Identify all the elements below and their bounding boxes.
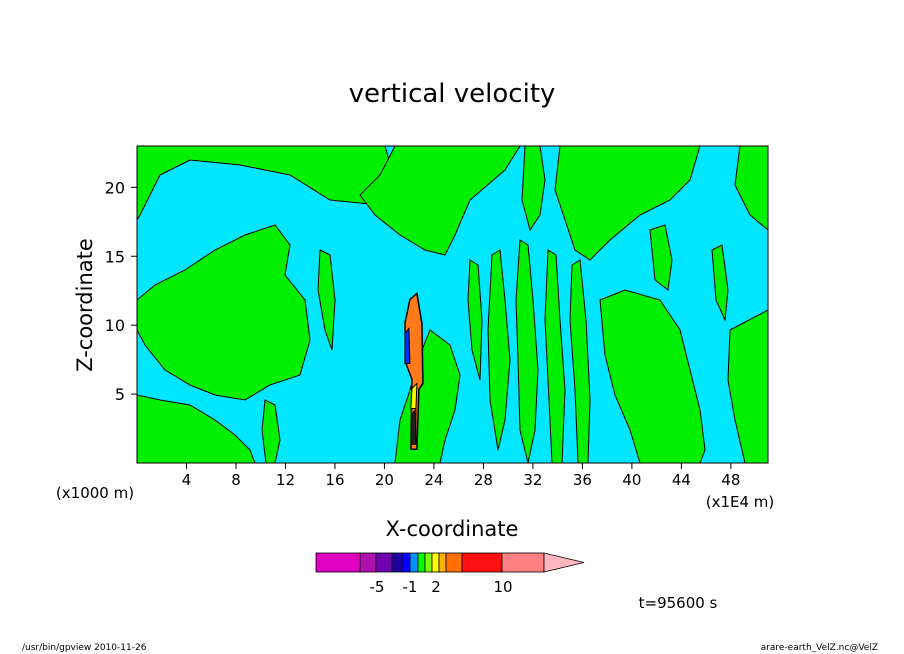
x-tick-label: 40 <box>622 471 641 489</box>
streak-band-4 <box>569 259 591 463</box>
colorbar-tick-label: 2 <box>431 578 441 596</box>
colorbar-cell <box>315 552 361 573</box>
colorbar-cell <box>431 552 440 573</box>
colorbar-cell <box>375 552 393 573</box>
x-tick-label: 44 <box>672 471 691 489</box>
updraft-region-right-lower <box>599 289 706 463</box>
footer-left-text: /usr/bin/gpview 2010-11-26 <box>22 643 147 653</box>
streak-band-8 <box>317 249 336 351</box>
colorbar-tick-label: -5 <box>370 578 385 596</box>
x-tick-label: 24 <box>424 471 443 489</box>
colorbar-cell <box>417 552 426 573</box>
x-tick-label: 28 <box>474 471 493 489</box>
colorbar-cell <box>501 552 545 573</box>
updraft-region-far-right <box>734 146 768 231</box>
colorbar-cell <box>445 552 463 573</box>
x-tick-label: 36 <box>573 471 592 489</box>
streak-band-6 <box>649 224 673 291</box>
x-tick-label: 20 <box>375 471 394 489</box>
y-tick-label: 10 <box>105 316 125 335</box>
streak-band-10 <box>711 244 729 322</box>
x-tick-label: 32 <box>523 471 542 489</box>
x-unit-right-label: (x1E4 m) <box>706 493 775 511</box>
x-tick-label: 8 <box>231 471 241 489</box>
colorbar-tick-label: -1 <box>403 578 418 596</box>
updraft-region-left <box>137 224 311 401</box>
colorbar-extend-arrow <box>543 552 585 573</box>
updraft-region-center-top <box>359 146 521 256</box>
colorbar-cell <box>409 552 419 573</box>
colorbar-cell <box>401 552 411 573</box>
streak-band-1 <box>487 249 511 451</box>
colorbar-tick-labels: -5 -1 2 10 <box>370 578 513 596</box>
y-axis-ticks: 5 10 15 20 <box>105 178 137 404</box>
streak-band-3 <box>544 249 566 463</box>
x-tick-label: 12 <box>276 471 295 489</box>
colorbar-cell <box>359 552 377 573</box>
colorbar-cell <box>461 552 503 573</box>
plot-frame <box>136 145 769 464</box>
streak-band-7 <box>467 259 483 381</box>
streak-band-9 <box>261 399 281 463</box>
core-downdraft-edge <box>404 327 411 364</box>
colorbar-cell <box>438 552 447 573</box>
y-tick-label: 5 <box>115 385 125 404</box>
x-tick-label: 4 <box>182 471 192 489</box>
x-axis-ticks: 4 8 12 16 20 24 28 32 36 40 44 48 <box>182 463 740 489</box>
x-tick-label: 48 <box>721 471 740 489</box>
y-tick-label: 20 <box>105 178 125 197</box>
x-unit-left-label: (x1000 m) <box>56 484 134 502</box>
colorbar-tick-label: 10 <box>493 578 512 596</box>
core-dense-contours <box>410 407 417 445</box>
streak-band-5 <box>521 146 546 232</box>
velocity-field <box>137 146 768 463</box>
y-axis-label: Z-coordinate <box>73 238 97 372</box>
y-tick-label: 15 <box>105 247 125 266</box>
time-label: t=95600 s <box>639 594 718 612</box>
streak-band-2 <box>515 239 539 463</box>
colorbar-cell <box>424 552 433 573</box>
colorbar-cell <box>391 552 403 573</box>
updraft-core <box>404 292 424 450</box>
colorbar <box>315 552 585 573</box>
footer-right-text: arare-earth_VelZ.nc@VelZ <box>761 643 878 653</box>
updraft-region-right-upper <box>554 146 701 261</box>
x-tick-label: 16 <box>325 471 344 489</box>
chart-title: vertical velocity <box>349 79 556 109</box>
updraft-region-far-right-lower <box>727 309 768 463</box>
x-axis-label: X-coordinate <box>386 517 519 541</box>
updraft-region-lower-left <box>137 394 256 463</box>
